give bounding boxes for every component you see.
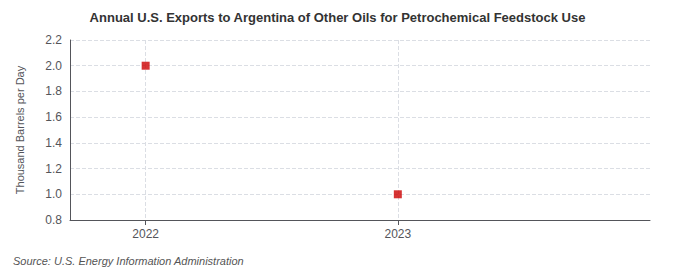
svg-text:Annual U.S. Exports to Argenti: Annual U.S. Exports to Argentina of Othe… (90, 10, 586, 25)
svg-text:2.2: 2.2 (45, 33, 62, 47)
svg-text:1.6: 1.6 (45, 110, 62, 124)
svg-text:1.4: 1.4 (45, 136, 62, 150)
svg-text:Thousand Barrels per Day: Thousand Barrels per Day (14, 65, 26, 194)
svg-text:0.8: 0.8 (45, 213, 62, 227)
svg-text:2023: 2023 (384, 227, 411, 241)
svg-text:2.0: 2.0 (45, 59, 62, 73)
svg-text:Source: U.S. Energy Informatio: Source: U.S. Energy Information Administ… (13, 255, 244, 267)
svg-text:2022: 2022 (132, 227, 159, 241)
svg-text:1.8: 1.8 (45, 84, 62, 98)
svg-text:1.0: 1.0 (45, 187, 62, 201)
svg-text:1.2: 1.2 (45, 162, 62, 176)
